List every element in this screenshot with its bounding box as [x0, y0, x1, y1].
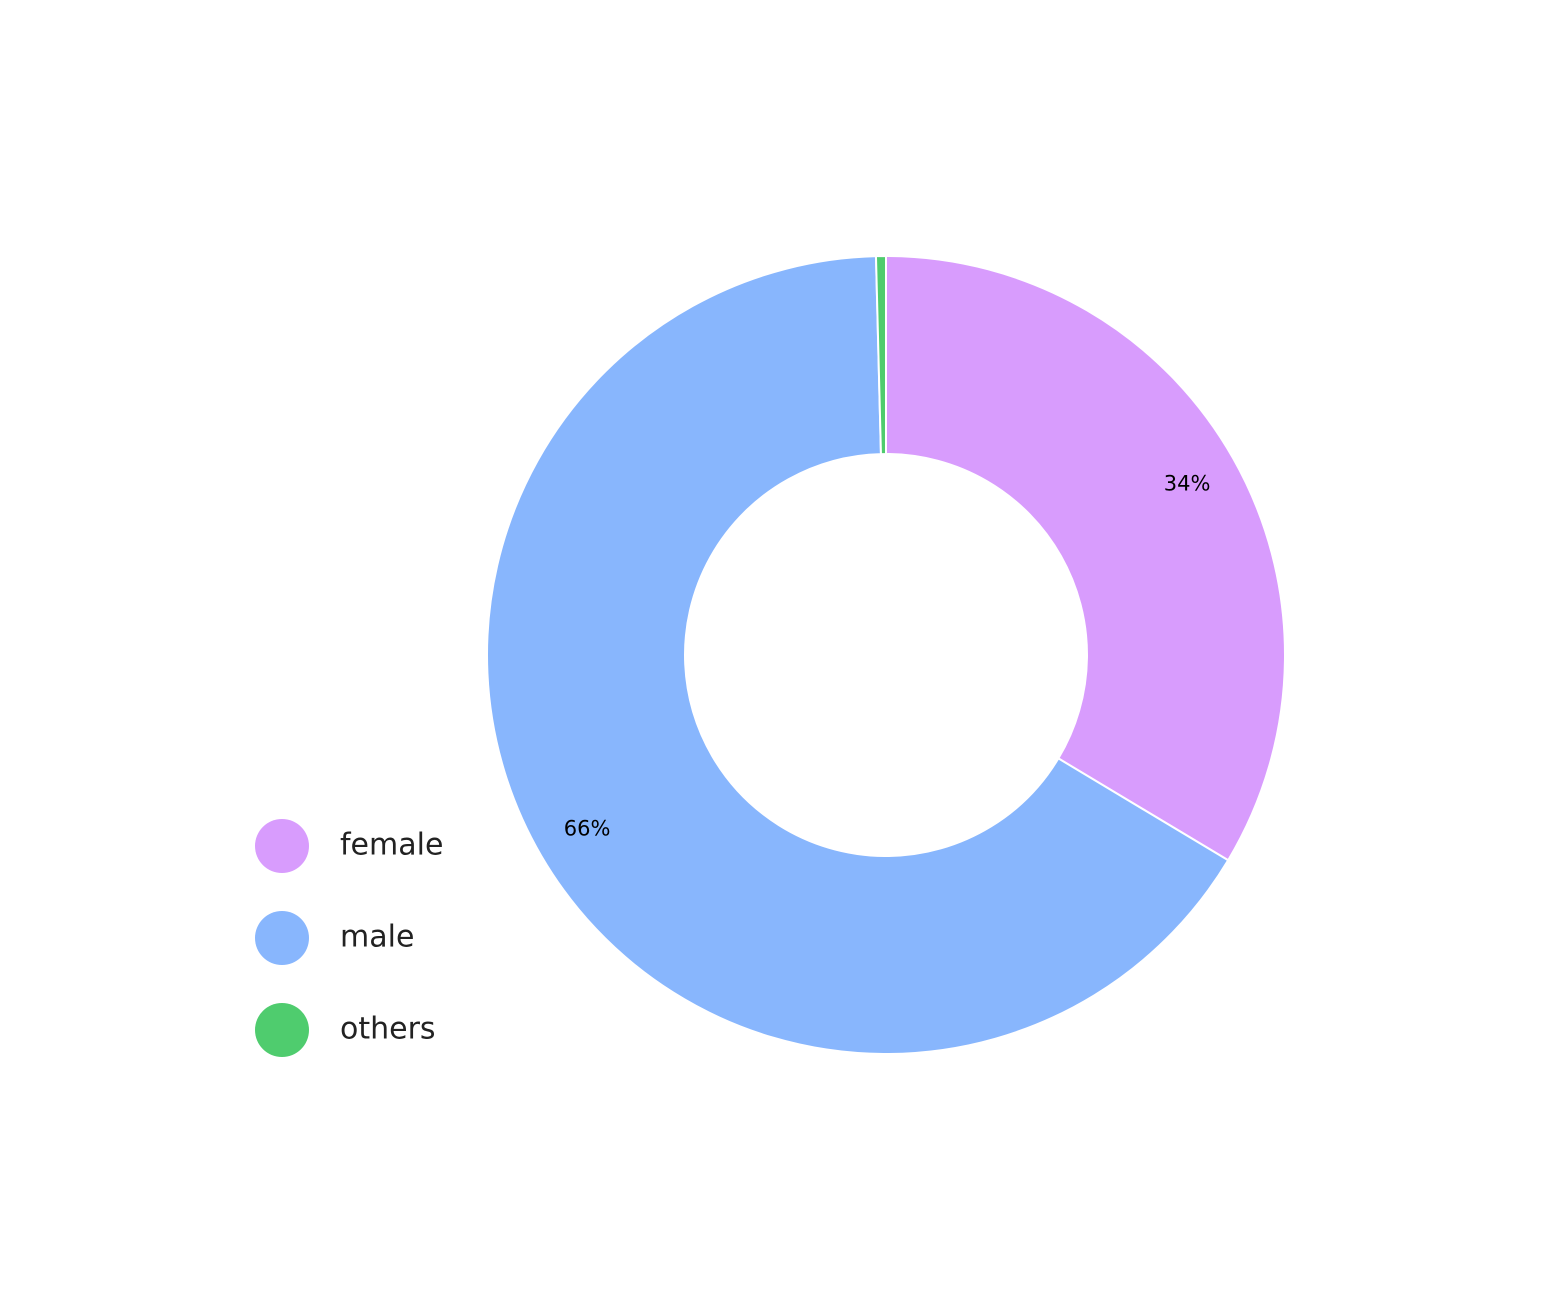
- donut-slice: [874, 254, 887, 456]
- value-label: 66%: [564, 816, 611, 840]
- value-label: 34%: [1164, 472, 1211, 496]
- legend-swatch: [255, 911, 309, 965]
- legend-label: others: [340, 1012, 436, 1047]
- legend-swatch: [255, 819, 309, 873]
- legend-label: male: [340, 920, 414, 955]
- donut-slice: [885, 254, 1286, 862]
- legend-label: female: [340, 828, 443, 863]
- donut-slice: [486, 255, 1230, 1055]
- legend-swatch: [255, 1003, 309, 1057]
